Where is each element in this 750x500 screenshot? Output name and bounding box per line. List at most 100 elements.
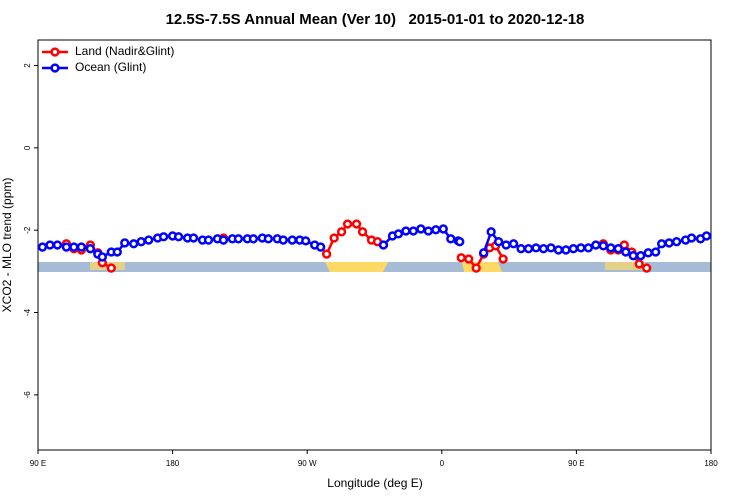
- data-point: [621, 247, 631, 257]
- x-tick-label: 180: [166, 459, 180, 468]
- data-point: [456, 253, 466, 263]
- data-point: [531, 243, 541, 253]
- data-point: [248, 234, 259, 244]
- legend-marker: [50, 63, 60, 73]
- data-point: [263, 234, 273, 244]
- data-point: [329, 233, 339, 243]
- data-point: [408, 226, 419, 236]
- data-point: [479, 248, 489, 258]
- x-tick-label: 90 E: [568, 459, 584, 468]
- data-point: [423, 226, 433, 236]
- data-point: [606, 243, 616, 253]
- data-point: [45, 240, 55, 250]
- data-point: [701, 231, 712, 241]
- data-point: [671, 237, 682, 247]
- data-point: [523, 244, 534, 254]
- data-point: [455, 237, 465, 247]
- data-point: [316, 242, 326, 252]
- data-point: [173, 232, 184, 242]
- data-point: [393, 229, 404, 239]
- data-point: [642, 263, 652, 273]
- y-tick-label: 2: [23, 63, 32, 68]
- data-point: [129, 239, 139, 249]
- data-point: [336, 227, 347, 237]
- data-point: [598, 241, 608, 251]
- x-tick-label: 90 W: [298, 459, 317, 468]
- data-point: [378, 240, 389, 250]
- data-point: [120, 238, 130, 248]
- data-point: [498, 254, 508, 264]
- data-point: [546, 243, 556, 253]
- data-point: [69, 242, 79, 252]
- data-point: [158, 232, 169, 242]
- data-point: [591, 240, 601, 250]
- data-point: [508, 239, 519, 249]
- data-point: [438, 224, 448, 234]
- data-point: [664, 238, 674, 248]
- y-tick-label: -6: [23, 391, 32, 399]
- data-point: [553, 245, 564, 255]
- legend-marker: [50, 47, 60, 57]
- data-point: [97, 252, 107, 262]
- data-point: [401, 226, 411, 236]
- data-point: [613, 244, 623, 254]
- data-point: [446, 234, 456, 244]
- data-point: [501, 240, 511, 250]
- data-point: [218, 235, 229, 245]
- plot-frame: [37, 39, 712, 451]
- data-point: [464, 254, 474, 264]
- legend-label: Ocean (Glint): [75, 60, 146, 74]
- y-tick-label: -2: [23, 226, 32, 234]
- data-point: [686, 233, 697, 243]
- legend-label: Land (Nadir&Glint): [75, 44, 174, 58]
- data-point: [61, 242, 72, 252]
- data-point: [144, 235, 154, 245]
- y-axis-label: XCO2 - MLO trend (ppm): [0, 178, 14, 313]
- x-tick-label: 0: [440, 459, 445, 468]
- data-point: [321, 249, 332, 259]
- data-point: [576, 243, 586, 253]
- data-point: [583, 243, 594, 253]
- data-point: [37, 242, 48, 252]
- data-point: [233, 234, 244, 244]
- y-tick-label: -4: [23, 308, 32, 316]
- y-tick-label: 0: [23, 145, 32, 150]
- map-strip: [38, 262, 711, 272]
- data-point: [416, 224, 426, 234]
- data-point: [656, 239, 667, 249]
- data-point: [278, 235, 288, 245]
- data-point: [136, 237, 146, 247]
- data-point: [85, 244, 95, 254]
- data-point: [516, 244, 526, 254]
- x-axis-label: Longitude (deg E): [327, 476, 422, 490]
- data-point: [112, 247, 122, 257]
- data-point: [561, 245, 571, 255]
- data-point: [431, 225, 441, 235]
- data-point: [357, 227, 368, 237]
- data-point: [486, 227, 496, 237]
- data-point: [351, 219, 362, 229]
- data-point: [643, 248, 653, 258]
- data-point: [301, 236, 311, 246]
- land-patch: [605, 262, 645, 270]
- x-tick-label: 180: [704, 459, 718, 468]
- data-point: [106, 263, 116, 273]
- data-point: [76, 242, 87, 252]
- data-point: [651, 247, 661, 257]
- x-tick-label: 90 E: [30, 459, 46, 468]
- data-point: [342, 219, 353, 229]
- land-patch: [325, 262, 388, 272]
- data-point: [636, 251, 646, 261]
- data-point: [568, 244, 579, 254]
- data-point: [538, 244, 549, 254]
- data-point: [52, 240, 63, 250]
- data-point: [471, 263, 481, 273]
- chart-title: 12.5S-7.5S Annual Mean (Ver 10) 2015-01-…: [166, 11, 585, 28]
- data-point: [493, 237, 504, 247]
- data-point: [287, 235, 297, 245]
- data-point: [203, 235, 214, 245]
- data-point: [634, 259, 644, 269]
- data-point: [628, 251, 638, 261]
- data-point: [188, 233, 199, 243]
